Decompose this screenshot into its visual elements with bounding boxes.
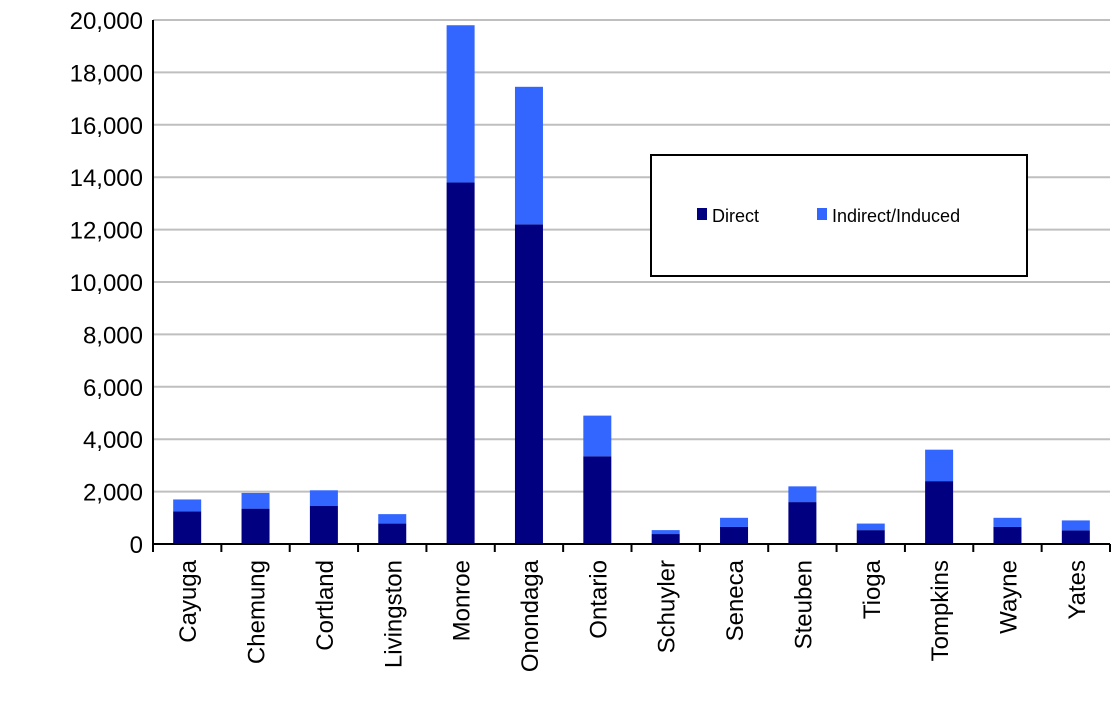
x-category-label: Steuben xyxy=(790,560,817,649)
legend-box xyxy=(650,154,1028,277)
y-tick-label: 16,000 xyxy=(70,113,143,140)
x-category-label: Schuyler xyxy=(654,560,681,653)
legend-swatch-indirect-induced xyxy=(817,208,827,220)
y-tick-label: 10,000 xyxy=(70,270,143,297)
bars xyxy=(173,25,1090,545)
bar-indirect-induced xyxy=(856,523,885,531)
y-tick-label: 12,000 xyxy=(70,218,143,245)
axes xyxy=(152,20,1111,552)
legend-label-direct: Direct xyxy=(712,206,759,226)
bar-direct xyxy=(1061,530,1090,544)
bar-direct xyxy=(446,182,475,544)
bar-indirect-induced xyxy=(993,517,1022,527)
y-tick-label: 14,000 xyxy=(70,165,143,192)
y-tick-label: 6,000 xyxy=(83,375,143,402)
bar-indirect-induced xyxy=(788,486,817,503)
bar-indirect-induced xyxy=(720,517,749,527)
bar-indirect-induced xyxy=(241,492,270,509)
bar-direct xyxy=(514,224,543,545)
x-category-label: Yates xyxy=(1064,560,1091,620)
bar-direct xyxy=(241,508,270,544)
x-category-label: Ontario xyxy=(585,560,612,639)
x-category-label: Seneca xyxy=(722,559,749,641)
bar-indirect-induced xyxy=(173,499,202,512)
bar-direct xyxy=(583,456,612,544)
x-axis-labels: Cayuga Chemung Cortland Livingston Monroe Ono… xyxy=(175,559,1091,672)
bar-direct xyxy=(856,530,885,544)
y-tick-label: 2,000 xyxy=(83,480,143,507)
bar-direct xyxy=(925,481,954,544)
bar-indirect-induced xyxy=(583,415,612,457)
bar-indirect-induced xyxy=(1061,520,1090,531)
x-category-label: Monroe xyxy=(449,560,476,641)
bar-direct xyxy=(173,511,202,544)
x-category-label: Tompkins xyxy=(927,560,954,661)
legend-label-indirect-induced: Indirect/Induced xyxy=(832,206,960,226)
bar-direct xyxy=(788,502,817,544)
y-tick-label: 18,000 xyxy=(70,60,143,87)
bar-indirect-induced xyxy=(309,490,338,507)
legend-swatch-direct xyxy=(697,208,707,220)
bar-direct xyxy=(651,534,680,544)
x-category-label: Wayne xyxy=(995,560,1022,634)
x-category-label: Cayuga xyxy=(175,559,202,642)
bar-direct xyxy=(993,526,1022,544)
bar-direct xyxy=(378,523,407,544)
bar-direct xyxy=(309,506,338,544)
x-category-label: Tioga xyxy=(859,559,886,619)
bar-indirect-induced xyxy=(446,25,475,183)
bar-indirect-induced xyxy=(651,530,680,535)
y-tick-label: 8,000 xyxy=(83,322,143,349)
y-tick-label: 20,000 xyxy=(70,8,143,35)
x-category-label: Chemung xyxy=(244,560,271,664)
legend: Direct Indirect/Induced xyxy=(650,154,1028,277)
gridlines xyxy=(153,19,1110,493)
y-tick-label: 0 xyxy=(130,532,143,559)
bar-direct xyxy=(720,526,749,544)
x-category-label: Livingston xyxy=(380,560,407,668)
y-tick-label: 4,000 xyxy=(83,427,143,454)
bar-indirect-induced xyxy=(514,86,543,225)
y-axis-ticks: 0 2,000 4,000 6,000 8,000 10,000 12,000 14,000 1… xyxy=(70,8,143,559)
x-category-label: Onondaga xyxy=(517,559,544,672)
x-category-label: Cortland xyxy=(312,560,339,651)
bar-indirect-induced xyxy=(378,514,407,524)
bar-indirect-induced xyxy=(925,449,954,482)
